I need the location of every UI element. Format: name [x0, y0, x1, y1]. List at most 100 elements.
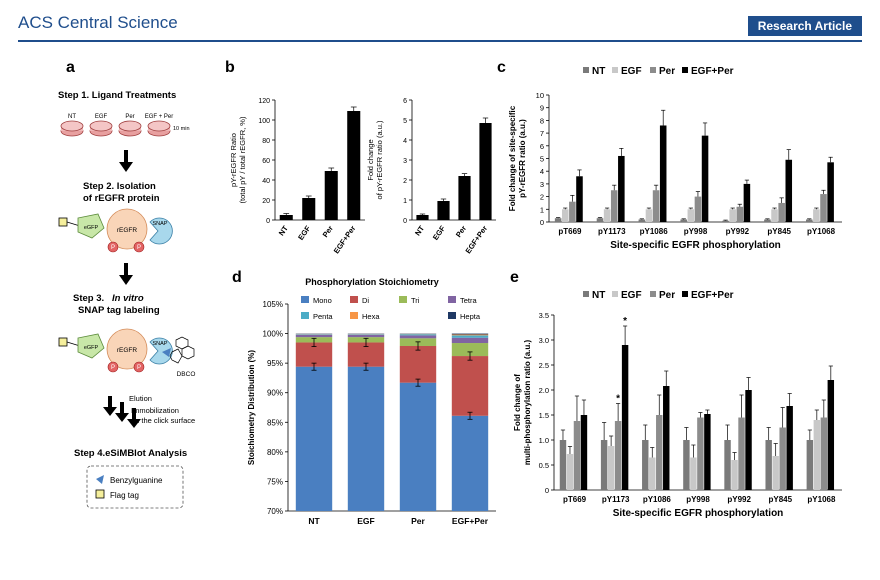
- y-axis-title-l2: (total pY / total rEGFR, %): [238, 116, 247, 203]
- legend-swatch: [350, 312, 358, 319]
- bar: [764, 219, 771, 222]
- panel-letter-d: d: [232, 269, 242, 286]
- bar: [600, 440, 608, 490]
- bar: [580, 415, 588, 490]
- y-tick-label: 105%: [263, 300, 283, 309]
- legend-entry: Hexa: [362, 312, 380, 321]
- bar: [779, 427, 786, 490]
- bar: [569, 201, 576, 222]
- stacked-segment: [399, 382, 437, 511]
- egfp-domain-2: [77, 333, 105, 359]
- regfr-label: rEGFR: [117, 227, 138, 234]
- x-tick-label: EGF+Per: [332, 224, 358, 255]
- y-tick-label: 1: [540, 205, 544, 214]
- immobilization-label-l2: on the click surface: [131, 416, 195, 425]
- regfr-label-2: rEGFR: [117, 347, 138, 354]
- y-tick-label: 0: [545, 486, 549, 495]
- legend-entry: NT: [592, 290, 605, 301]
- bar: [731, 460, 738, 490]
- legend-swatch: [399, 296, 407, 303]
- x-tick-label: pY845: [767, 227, 791, 236]
- header-rule: [18, 40, 862, 42]
- legend-swatch: [650, 67, 656, 73]
- regfr-domain-2: [106, 328, 148, 370]
- stacked-segment: [451, 356, 489, 416]
- x-tick-label: pY1173: [598, 227, 626, 236]
- arrow-2-head: [119, 275, 133, 285]
- phospho-label-2: P: [137, 245, 141, 251]
- legend-swatch: [350, 296, 358, 303]
- chart-e-multi-phospho: 0 0.5 1.0 1.5 2.0 2.5 3.0 3.5 pT669 pY1173 pY1086 p…: [513, 290, 842, 519]
- y-tick-label: 100: [258, 118, 270, 125]
- y-tick-label: 2.0: [539, 386, 549, 395]
- x-tick-label: pT669: [558, 227, 582, 236]
- y-axis-title-l1: pY-rEGFR Ratio: [229, 133, 238, 187]
- flag-tag-icon: [58, 217, 68, 227]
- y-axis-title: Stoichiometry Distribution (%): [247, 350, 256, 465]
- bar: [827, 162, 834, 222]
- bar: [573, 421, 581, 490]
- step3-label-l2: SNAP tag labeling: [78, 305, 160, 316]
- dish-per-top: [118, 120, 142, 132]
- snap-domain: [149, 217, 173, 245]
- panel-letter-b: b: [225, 59, 235, 76]
- stacked-segment: [295, 334, 333, 338]
- bar: [683, 440, 690, 490]
- bar: [680, 219, 687, 222]
- x-tick-label: Per: [321, 224, 335, 239]
- x-tick-label: EGF: [296, 224, 312, 242]
- chart-d-stoichiometry: 70% 75% 80% 85% 90% 95% 100% 105% NT EGF Per EGF+Pe…: [247, 277, 496, 526]
- chart-title: Phosphorylation Stoichiometry: [305, 277, 439, 287]
- x-axis-title: Site-specific EGFR phosphorylation: [613, 508, 784, 519]
- y-tick-label: 1.5: [539, 411, 549, 420]
- bar: [659, 125, 667, 222]
- y-tick-label: 6: [403, 98, 407, 105]
- x-tick-label: EGF+Per: [452, 516, 489, 526]
- bar: [603, 209, 611, 222]
- bar: [771, 209, 778, 222]
- y-tick-label: 80%: [267, 448, 283, 457]
- significance-star: *: [616, 394, 620, 405]
- bar: [649, 457, 656, 490]
- workflow-schematic: Step 1. Ligand Treatments NT EGF Per EGF…: [58, 90, 195, 509]
- bar: [566, 454, 574, 490]
- y-axis-title-l2: of pY-rEGFR ratio (a.u.): [375, 120, 384, 199]
- bar: [813, 420, 821, 490]
- bar: [736, 206, 744, 222]
- dish-egfper-top: [147, 120, 171, 132]
- bar: [806, 440, 814, 490]
- y-tick-label: 8: [540, 116, 544, 125]
- egfp-label-2: eGFP: [84, 345, 99, 351]
- legend-entry: NT: [592, 66, 605, 77]
- x-tick-label: NT: [308, 516, 320, 526]
- bar: [701, 135, 709, 222]
- legend-entry: EGF: [621, 290, 642, 301]
- stacked-segment: [451, 333, 489, 335]
- bar: [437, 201, 450, 220]
- phospho-site-2: [133, 241, 145, 253]
- stacked-segment: [451, 335, 489, 338]
- x-tick-label: pY998: [684, 227, 708, 236]
- y-tick-label: 100%: [263, 330, 283, 339]
- y-tick-label: 70%: [267, 507, 283, 516]
- legend-swatch: [682, 291, 688, 297]
- bar: [656, 415, 663, 490]
- y-tick-label: 1.0: [539, 436, 549, 445]
- legend-swatch: [612, 67, 618, 73]
- y-tick-label: 80: [262, 138, 270, 145]
- y-axis-title-l1: Fold change of site-specific: [508, 105, 517, 211]
- bar: [610, 190, 618, 222]
- bar: [813, 209, 820, 222]
- bar: [806, 219, 813, 222]
- y-tick-label: 10: [536, 91, 544, 100]
- benzylguanine-icon: [162, 348, 171, 357]
- legend-swatch: [583, 67, 589, 73]
- bar: [687, 209, 695, 222]
- x-tick-label: NT: [277, 224, 290, 238]
- step4-label: Step 4.eSiMBlot Analysis: [74, 448, 187, 459]
- chart-c-site-specific: 0 1 2 3 4 5 6 7 8 9 10 pT669 pY1173 pY1086 pY998 pY992 p…: [508, 66, 842, 251]
- panel-letter-a: a: [66, 59, 75, 76]
- article-type-badge: Research Article: [747, 16, 862, 36]
- bar: [738, 417, 745, 490]
